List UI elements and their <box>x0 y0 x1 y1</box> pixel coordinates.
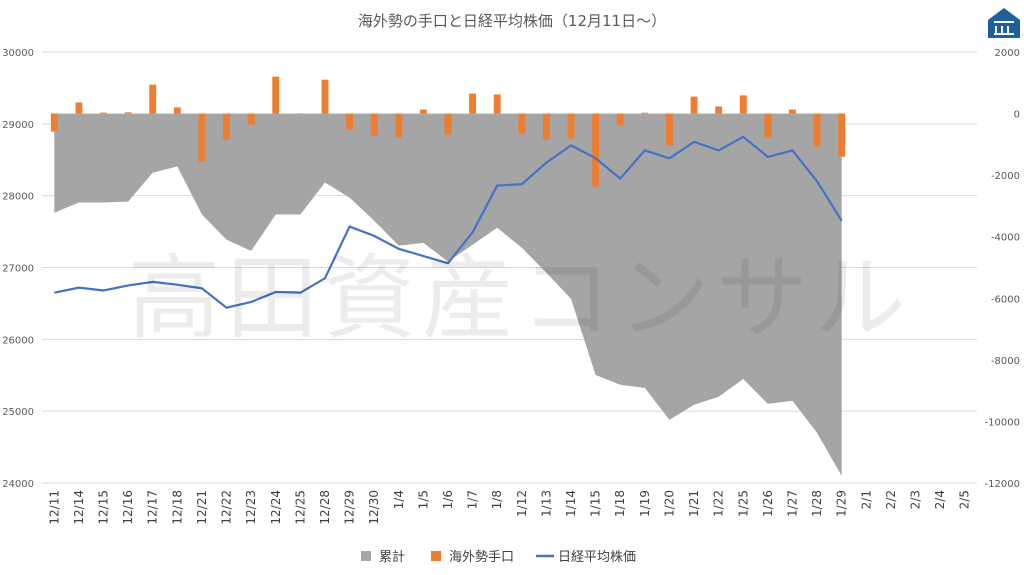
bar <box>50 113 58 132</box>
x-tick-label: 1/18 <box>613 490 627 517</box>
x-tick-label: 12/17 <box>146 490 160 525</box>
legend-label: 累計 <box>379 549 405 565</box>
bar <box>690 96 698 114</box>
x-tick-label: 1/5 <box>416 490 430 509</box>
chart-title: 海外勢の手口と日経平均株価（12月11日～） <box>358 12 666 30</box>
x-tick-label: 2/1 <box>859 490 873 509</box>
y-tick-label: 25000 <box>2 407 34 418</box>
x-tick-label: 12/29 <box>343 490 357 525</box>
x-tick-label: 12/24 <box>269 490 283 525</box>
bar <box>739 95 747 114</box>
y2-tick-label: -6000 <box>991 294 1020 305</box>
bar <box>223 113 230 140</box>
legend-label: 日経平均株価 <box>558 550 636 565</box>
bar <box>764 113 772 138</box>
bar <box>198 113 206 162</box>
x-tick-label: 1/20 <box>662 490 676 517</box>
x-tick-label: 1/19 <box>638 490 652 517</box>
bar <box>75 102 83 114</box>
bar <box>542 113 550 140</box>
y-tick-label: 28000 <box>2 192 34 203</box>
x-tick-label: 2/3 <box>908 490 922 509</box>
bar <box>419 109 427 114</box>
bar <box>715 106 723 114</box>
x-tick-label: 1/28 <box>810 490 824 517</box>
bar <box>444 113 452 135</box>
x-tick-label: 1/26 <box>761 490 775 517</box>
bar <box>321 79 329 114</box>
bar <box>100 112 107 114</box>
bar <box>789 109 796 114</box>
x-tick-label: 1/27 <box>785 490 799 517</box>
x-tick-label: 12/30 <box>367 490 381 525</box>
bar <box>592 113 600 187</box>
x-tick-label: 12/14 <box>72 490 86 525</box>
x-tick-label: 2/2 <box>884 490 898 509</box>
x-tick-label: 12/16 <box>121 490 135 525</box>
legend-swatch <box>361 551 371 561</box>
bar <box>813 113 821 147</box>
x-tick-label: 12/28 <box>318 490 332 525</box>
legend-label: 海外勢手口 <box>449 550 514 565</box>
bar <box>567 113 575 139</box>
x-tick-label: 2/4 <box>933 490 947 509</box>
x-tick-label: 1/7 <box>466 490 480 509</box>
bar <box>272 76 280 114</box>
x-tick-label: 1/8 <box>490 490 504 509</box>
area <box>54 113 842 476</box>
bar <box>665 113 673 146</box>
bar <box>469 93 477 114</box>
x-tick-label: 1/15 <box>589 490 603 517</box>
x-tick-label: 1/13 <box>539 490 553 517</box>
bar <box>346 113 354 130</box>
y2-tick-label: -4000 <box>991 233 1020 244</box>
x-tick-label: 1/14 <box>564 490 578 517</box>
watermark: 高田資産コンサル <box>128 245 912 352</box>
x-tick-label: 1/29 <box>835 490 849 517</box>
y2-tick-label: 2000 <box>995 48 1020 59</box>
y2-tick-label: -10000 <box>985 417 1020 428</box>
bar <box>641 112 649 114</box>
bar <box>370 113 378 136</box>
bar <box>518 113 526 134</box>
logo <box>988 8 1020 38</box>
line <box>54 135 843 309</box>
x-tick-label: 12/22 <box>220 490 234 525</box>
y2-tick-label: -8000 <box>991 356 1020 367</box>
x-tick-label: 1/6 <box>441 490 455 509</box>
x-tick-label: 1/12 <box>515 490 529 517</box>
bar <box>395 113 403 138</box>
x-tick-label: 12/21 <box>195 490 209 525</box>
bar <box>247 113 255 125</box>
x-tick-label: 1/21 <box>687 490 701 517</box>
y-tick-label: 24000 <box>2 479 34 490</box>
x-tick-label: 12/11 <box>47 490 61 525</box>
bar <box>616 113 624 126</box>
x-tick-label: 1/25 <box>736 490 750 517</box>
y2-tick-label: 0 <box>1014 110 1020 121</box>
x-tick-label: 12/25 <box>293 490 307 525</box>
x-tick-label: 1/22 <box>712 490 726 517</box>
y-tick-label: 27000 <box>2 264 34 275</box>
x-tick-label: 12/15 <box>97 490 111 525</box>
bar <box>838 113 846 157</box>
x-tick-label: 12/23 <box>244 490 258 525</box>
bar <box>149 84 157 114</box>
y-tick-label: 29000 <box>2 120 34 131</box>
x-tick-label: 12/18 <box>170 490 184 525</box>
y-tick-label: 30000 <box>2 48 34 59</box>
y2-tick-label: -12000 <box>985 479 1020 490</box>
bar <box>124 112 132 114</box>
y2-tick-label: -2000 <box>991 171 1020 182</box>
legend-swatch <box>431 551 442 561</box>
bar <box>173 107 181 114</box>
bar <box>493 94 501 114</box>
y-tick-label: 26000 <box>2 335 34 346</box>
x-tick-label: 1/4 <box>392 490 406 509</box>
x-tick-label: 2/5 <box>958 490 972 509</box>
